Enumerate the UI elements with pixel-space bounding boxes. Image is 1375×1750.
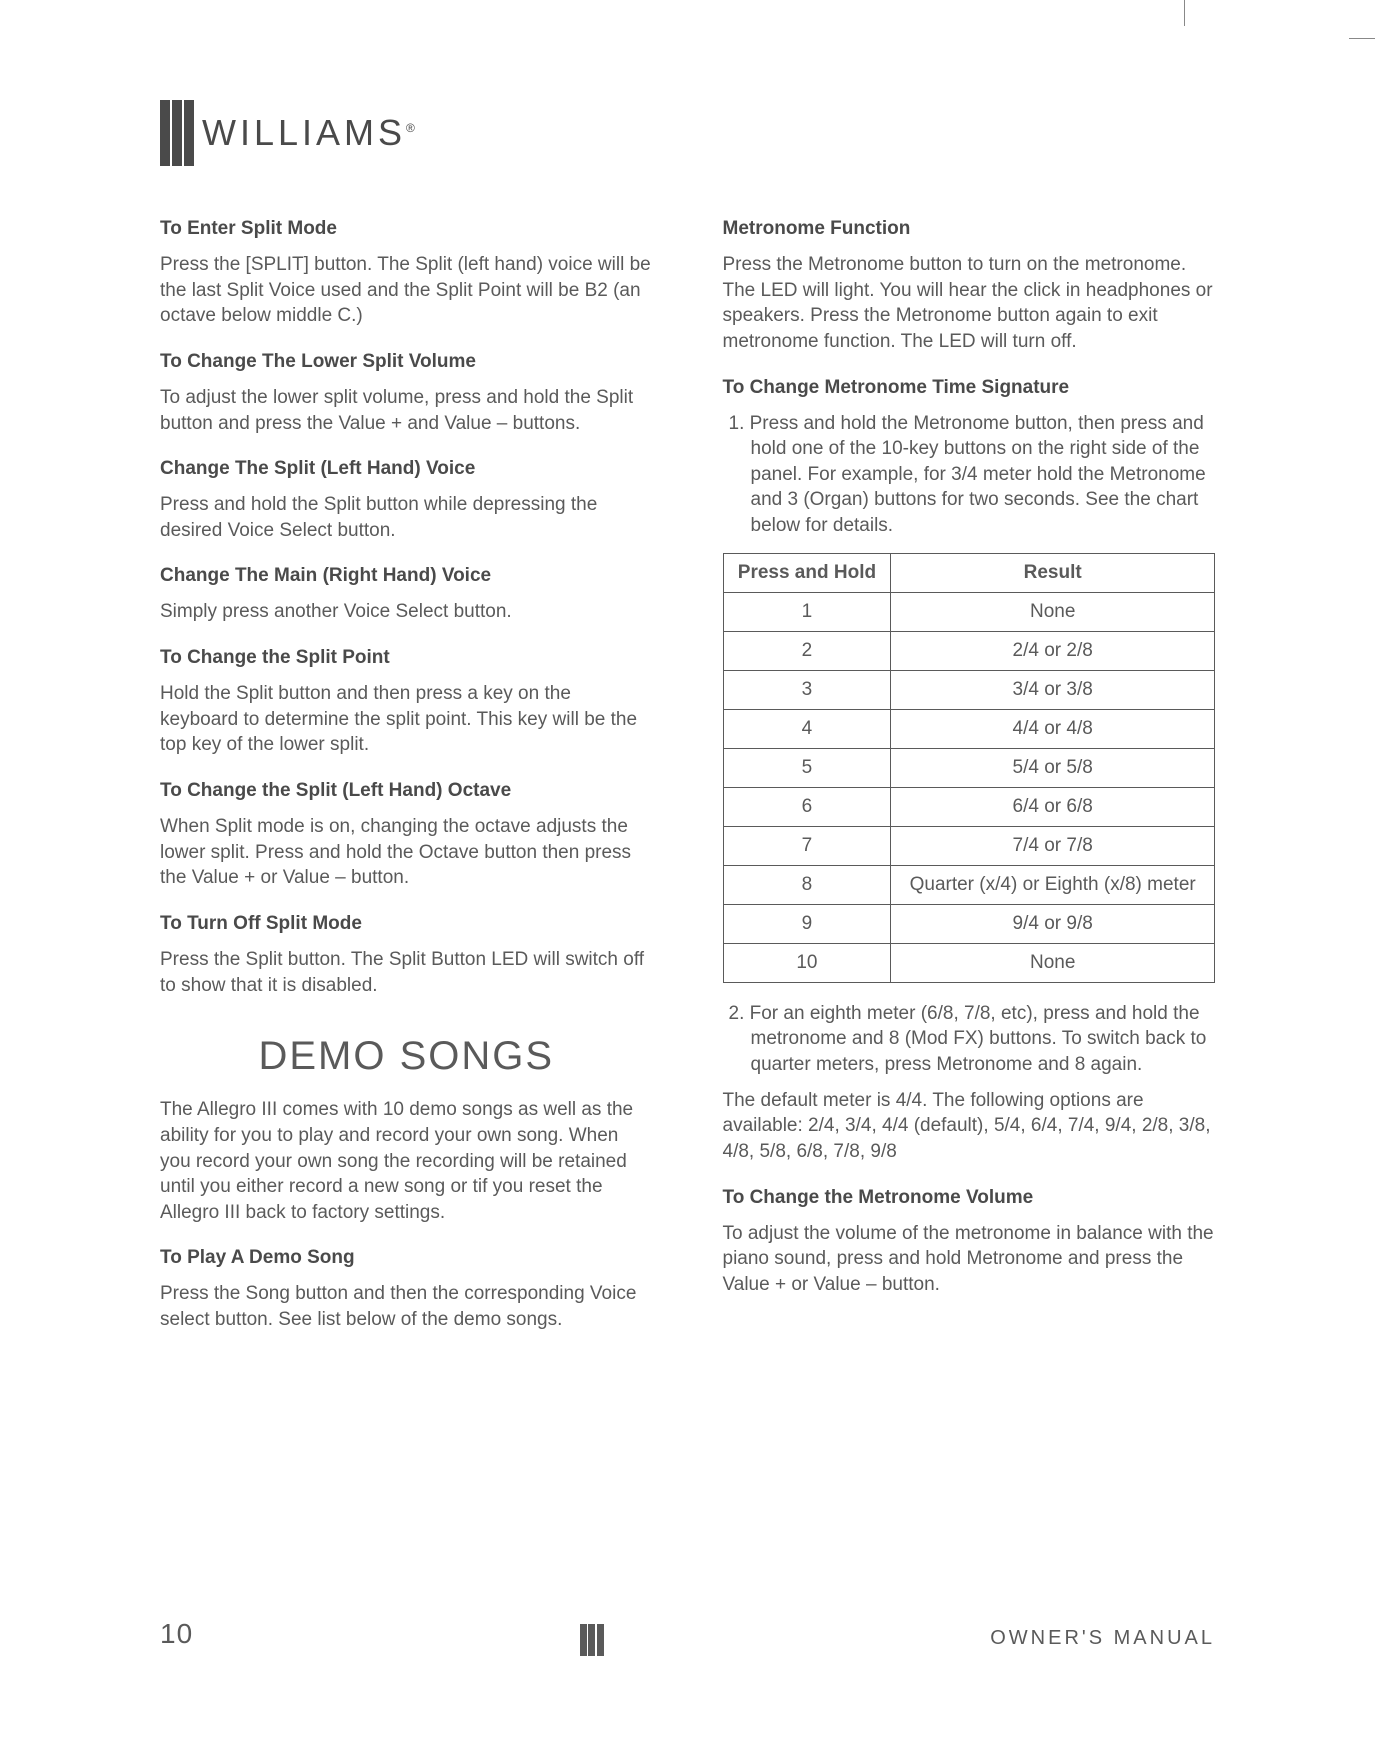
heading-metronome-volume: To Change the Metronome Volume bbox=[723, 1187, 1216, 1209]
table-cell: 2 bbox=[723, 631, 891, 670]
table-row: 99/4 or 9/8 bbox=[723, 904, 1215, 943]
para: Press the Metronome button to turn on th… bbox=[723, 252, 1216, 355]
time-signature-table: Press and Hold Result 1None22/4 or 2/833… bbox=[723, 553, 1216, 983]
table-header: Press and Hold bbox=[723, 553, 891, 592]
table-cell: 8 bbox=[723, 865, 891, 904]
table-row: 44/4 or 4/8 bbox=[723, 709, 1215, 748]
heading-main-right-voice: Change The Main (Right Hand) Voice bbox=[160, 565, 653, 587]
table-row: 1None bbox=[723, 592, 1215, 631]
table-cell: 5 bbox=[723, 748, 891, 787]
table-cell: 3/4 or 3/8 bbox=[891, 670, 1215, 709]
table-row: 77/4 or 7/8 bbox=[723, 826, 1215, 865]
table-cell: Quarter (x/4) or Eighth (x/8) meter bbox=[891, 865, 1215, 904]
table-cell: 7/4 or 7/8 bbox=[891, 826, 1215, 865]
brand-name: WILLIAMS® bbox=[202, 112, 419, 154]
heading-enter-split: To Enter Split Mode bbox=[160, 218, 653, 240]
table-row: 66/4 or 6/8 bbox=[723, 787, 1215, 826]
page-footer: 10 OWNER'S MANUAL bbox=[160, 1618, 1215, 1650]
para: Press the Split button. The Split Button… bbox=[160, 947, 653, 998]
table-cell: 2/4 or 2/8 bbox=[891, 631, 1215, 670]
crop-mark-v bbox=[1184, 0, 1185, 26]
heading-change-time-sig: To Change Metronome Time Signature bbox=[723, 377, 1216, 399]
list-item: 1. Press and hold the Metronome button, … bbox=[723, 411, 1216, 539]
heading-split-octave: To Change the Split (Left Hand) Octave bbox=[160, 780, 653, 802]
content-columns: To Enter Split Mode Press the [SPLIT] bu… bbox=[160, 196, 1215, 1339]
table-cell: 6 bbox=[723, 787, 891, 826]
heading-play-demo: To Play A Demo Song bbox=[160, 1247, 653, 1269]
section-demo-songs: DEMO SONGS bbox=[160, 1034, 653, 1079]
heading-metronome: Metronome Function bbox=[723, 218, 1216, 240]
para: When Split mode is on, changing the octa… bbox=[160, 814, 653, 891]
piano-keys-icon bbox=[160, 100, 194, 156]
para: Simply press another Voice Select button… bbox=[160, 599, 653, 625]
table-cell: 3 bbox=[723, 670, 891, 709]
heading-split-left-voice: Change The Split (Left Hand) Voice bbox=[160, 458, 653, 480]
left-column: To Enter Split Mode Press the [SPLIT] bu… bbox=[160, 196, 653, 1339]
table-row: 8Quarter (x/4) or Eighth (x/8) meter bbox=[723, 865, 1215, 904]
para: To adjust the lower split volume, press … bbox=[160, 385, 653, 436]
table-cell: 4 bbox=[723, 709, 891, 748]
footer-label: OWNER'S MANUAL bbox=[990, 1627, 1215, 1650]
crop-mark-h bbox=[1349, 38, 1375, 39]
piano-keys-icon bbox=[580, 1624, 604, 1650]
list-item: 2. For an eighth meter (6/8, 7/8, etc), … bbox=[723, 1001, 1216, 1078]
table-cell: 9/4 or 9/8 bbox=[891, 904, 1215, 943]
para: Press the [SPLIT] button. The Split (lef… bbox=[160, 252, 653, 329]
brand-logo: WILLIAMS® bbox=[160, 100, 1215, 156]
heading-turn-off-split: To Turn Off Split Mode bbox=[160, 913, 653, 935]
table-row: 22/4 or 2/8 bbox=[723, 631, 1215, 670]
para: To adjust the volume of the metronome in… bbox=[723, 1221, 1216, 1298]
table-row: 10None bbox=[723, 943, 1215, 982]
table-cell: 1 bbox=[723, 592, 891, 631]
table-cell: 6/4 or 6/8 bbox=[891, 787, 1215, 826]
table-row: 55/4 or 5/8 bbox=[723, 748, 1215, 787]
table-row: 33/4 or 3/8 bbox=[723, 670, 1215, 709]
table-cell: None bbox=[891, 592, 1215, 631]
right-column: Metronome Function Press the Metronome b… bbox=[723, 196, 1216, 1339]
table-cell: 7 bbox=[723, 826, 891, 865]
table-cell: None bbox=[891, 943, 1215, 982]
table-header: Result bbox=[891, 553, 1215, 592]
table-cell: 4/4 or 4/8 bbox=[891, 709, 1215, 748]
table-cell: 5/4 or 5/8 bbox=[891, 748, 1215, 787]
para: Press and hold the Split button while de… bbox=[160, 492, 653, 543]
heading-split-point: To Change the Split Point bbox=[160, 647, 653, 669]
para: The Allegro III comes with 10 demo songs… bbox=[160, 1097, 653, 1225]
page-number: 10 bbox=[160, 1618, 193, 1650]
para: The default meter is 4/4. The following … bbox=[723, 1088, 1216, 1165]
table-cell: 10 bbox=[723, 943, 891, 982]
para: Press the Song button and then the corre… bbox=[160, 1281, 653, 1332]
heading-lower-split-volume: To Change The Lower Split Volume bbox=[160, 351, 653, 373]
table-cell: 9 bbox=[723, 904, 891, 943]
para: Hold the Split button and then press a k… bbox=[160, 681, 653, 758]
